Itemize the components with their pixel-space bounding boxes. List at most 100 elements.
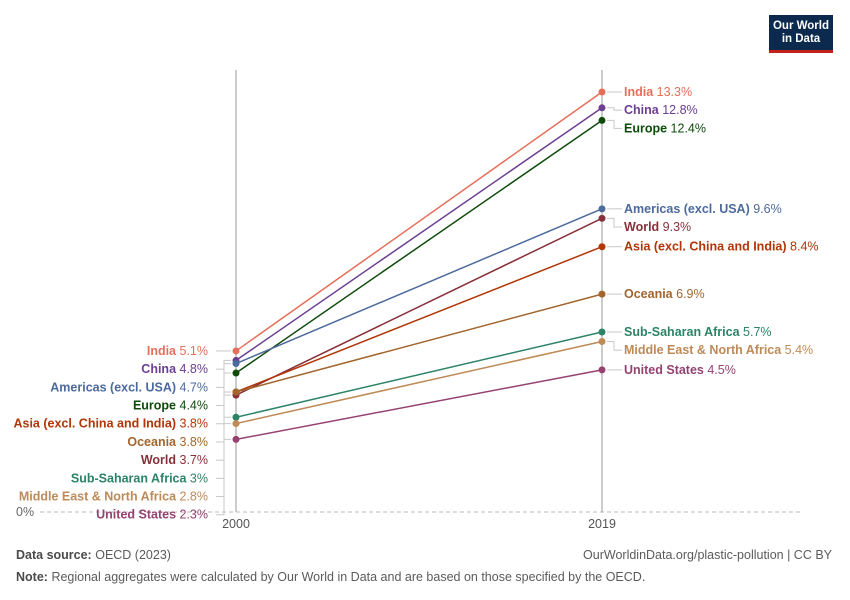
series-value-label: Oceania 3.8% — [127, 435, 208, 449]
series-value-label: Europe 4.4% — [133, 399, 208, 413]
series-value: 5.4% — [785, 343, 814, 357]
x-tick-label: 2019 — [588, 517, 616, 531]
series-value-label: World 9.3% — [624, 220, 691, 234]
series-value-label: Asia (excl. China and India) 8.4% — [624, 240, 819, 254]
series-name: Asia (excl. China and India) — [624, 240, 790, 254]
series-name: China — [141, 362, 179, 376]
series-value: 3.8% — [180, 417, 209, 431]
series-value: 2.3% — [180, 508, 209, 522]
series-name: United States — [624, 363, 707, 377]
series-line — [235, 246, 603, 393]
series-name: Middle East & North Africa — [19, 490, 180, 504]
series-value-label: Sub-Saharan Africa 3% — [71, 471, 208, 485]
series-name: China — [624, 103, 662, 117]
data-point — [598, 214, 606, 222]
label-connector — [607, 340, 622, 351]
series-value: 4.5% — [707, 363, 736, 377]
series-value: 9.3% — [663, 220, 692, 234]
data-point — [232, 388, 240, 396]
data-point — [232, 369, 240, 377]
label-connector — [607, 119, 622, 129]
series-line — [235, 107, 603, 362]
series-value: 9.6% — [753, 202, 782, 216]
note-label: Note: — [16, 570, 48, 584]
series-line — [235, 217, 603, 396]
label-connector — [216, 438, 231, 516]
series-value-label: China 4.8% — [141, 362, 208, 376]
data-source-label: Data source: — [16, 548, 92, 562]
data-source: Data source: OECD (2023) — [16, 548, 171, 562]
series-line — [235, 331, 603, 418]
footnote: Note: Regional aggregates were calculate… — [16, 570, 645, 584]
series-value-label: Middle East & North Africa 2.8% — [19, 490, 208, 504]
data-point — [232, 413, 240, 421]
series-name: Sub-Saharan Africa — [624, 325, 743, 339]
series-name: Europe — [133, 399, 180, 413]
logo-line-2: in Data — [781, 33, 821, 45]
label-connector — [607, 217, 622, 228]
credit-link[interactable]: OurWorldinData.org/plastic-pollution | C… — [583, 548, 832, 562]
series-name: Americas (excl. USA) — [624, 202, 753, 216]
data-point — [598, 116, 606, 124]
series-value-label: Asia (excl. China and India) 3.8% — [13, 417, 208, 431]
series-name: Middle East & North Africa — [624, 343, 785, 357]
series-value-label: Middle East & North Africa 5.4% — [624, 343, 813, 357]
data-point — [598, 290, 606, 298]
series-name: Oceania — [624, 287, 676, 301]
owid-logo[interactable]: Our World in Data — [769, 15, 833, 53]
series-value-label: World 3.7% — [141, 453, 208, 467]
series-name: United States — [96, 508, 179, 522]
series-line — [235, 369, 603, 441]
series-value-label: United States 4.5% — [624, 363, 736, 377]
series-value: 4.7% — [180, 380, 209, 394]
series-value: 3.7% — [180, 453, 209, 467]
logo-line-1: Our World — [772, 20, 829, 32]
series-name: World — [141, 453, 180, 467]
series-value: 12.4% — [671, 121, 706, 135]
y-tick-label: 0% — [16, 505, 34, 519]
series-value: 12.8% — [662, 103, 697, 117]
series-value-label: China 12.8% — [624, 103, 698, 117]
data-point — [598, 337, 606, 345]
series-line — [235, 208, 603, 365]
data-point — [598, 328, 606, 336]
data-point — [598, 88, 606, 96]
note-text: Regional aggregates were calculated by O… — [51, 570, 646, 584]
series-line — [235, 119, 603, 374]
data-point — [232, 435, 240, 443]
series-name: Europe — [624, 121, 671, 135]
series-value: 2.8% — [180, 490, 209, 504]
series-name: India — [147, 344, 180, 358]
series-value-label: Sub-Saharan Africa 5.7% — [624, 325, 772, 339]
series-value-label: Americas (excl. USA) 9.6% — [624, 202, 782, 216]
data-point — [598, 243, 606, 251]
series-line — [235, 340, 603, 425]
series-value-label: Europe 12.4% — [624, 121, 706, 135]
x-tick-label: 2000 — [222, 517, 250, 531]
label-connector — [607, 107, 622, 111]
series-name: Sub-Saharan Africa — [71, 471, 190, 485]
data-point — [232, 347, 240, 355]
data-point — [598, 104, 606, 112]
series-value: 4.4% — [180, 399, 209, 413]
series-name: Asia (excl. China and India) — [13, 417, 179, 431]
series-value-label: Oceania 6.9% — [624, 287, 705, 301]
series-value: 8.4% — [790, 240, 819, 254]
series-value: 3% — [190, 471, 208, 485]
series-line — [235, 91, 603, 352]
data-point — [232, 360, 240, 368]
series-value: 13.3% — [657, 85, 692, 99]
series-value: 4.8% — [180, 362, 209, 376]
series-name: World — [624, 220, 663, 234]
data-point — [598, 205, 606, 213]
series-value-label: India 5.1% — [147, 344, 208, 358]
series-value: 5.7% — [743, 325, 772, 339]
series-name: Americas (excl. USA) — [50, 380, 179, 394]
series-value: 6.9% — [676, 287, 705, 301]
series-line — [235, 293, 603, 393]
data-source-text[interactable]: OECD (2023) — [95, 548, 171, 562]
data-point — [598, 366, 606, 374]
series-value: 5.1% — [180, 344, 209, 358]
series-name: India — [624, 85, 657, 99]
